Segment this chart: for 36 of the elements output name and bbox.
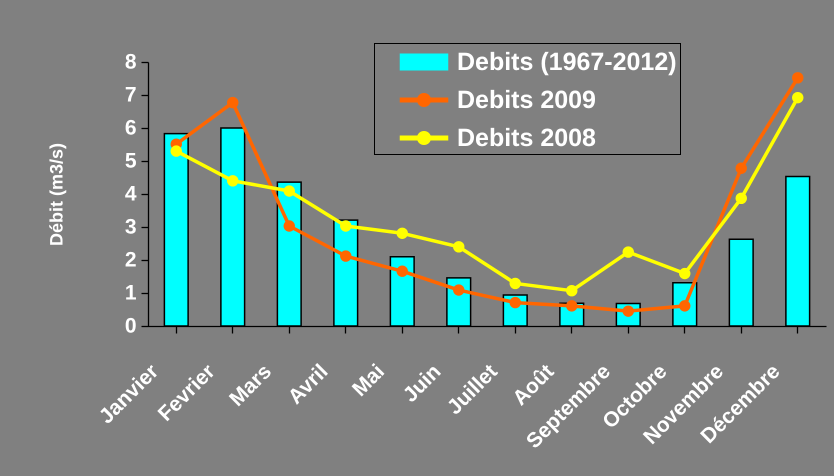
point <box>566 300 578 312</box>
point <box>227 96 238 108</box>
legend-label: Debits (1967-2012) <box>457 48 677 76</box>
point <box>340 250 352 262</box>
y-tick-label: 2 <box>124 248 136 272</box>
y-tick-label: 3 <box>124 216 136 238</box>
point <box>227 175 238 186</box>
point <box>284 185 295 197</box>
x-tick-label: Juin <box>398 360 446 407</box>
point <box>396 266 408 277</box>
x-tick-label: Mai <box>348 360 390 402</box>
legend-label: Debits 2008 <box>457 124 596 152</box>
point <box>679 268 690 280</box>
y-tick-label: 4 <box>124 182 137 206</box>
point <box>792 92 804 104</box>
y-axis-title: Débit (m3/s) <box>46 142 66 246</box>
y-tick-label: 0 <box>124 314 136 338</box>
legend-label: Debits 2009 <box>457 86 596 114</box>
point <box>396 228 408 239</box>
point <box>170 145 182 157</box>
point <box>622 246 634 258</box>
point <box>453 284 464 296</box>
point <box>792 72 804 84</box>
point <box>340 220 352 232</box>
point <box>510 278 521 290</box>
y-tick-label: 7 <box>124 84 136 106</box>
y-tick-label: 6 <box>124 116 136 140</box>
point <box>510 296 521 308</box>
point <box>736 162 747 174</box>
y-tick-label: 5 <box>124 150 137 172</box>
y-tick-label: 8 <box>124 50 137 74</box>
point <box>453 241 464 252</box>
point <box>566 285 578 296</box>
y-tick-label: 1 <box>124 282 137 304</box>
point <box>284 220 295 232</box>
point <box>736 192 747 204</box>
